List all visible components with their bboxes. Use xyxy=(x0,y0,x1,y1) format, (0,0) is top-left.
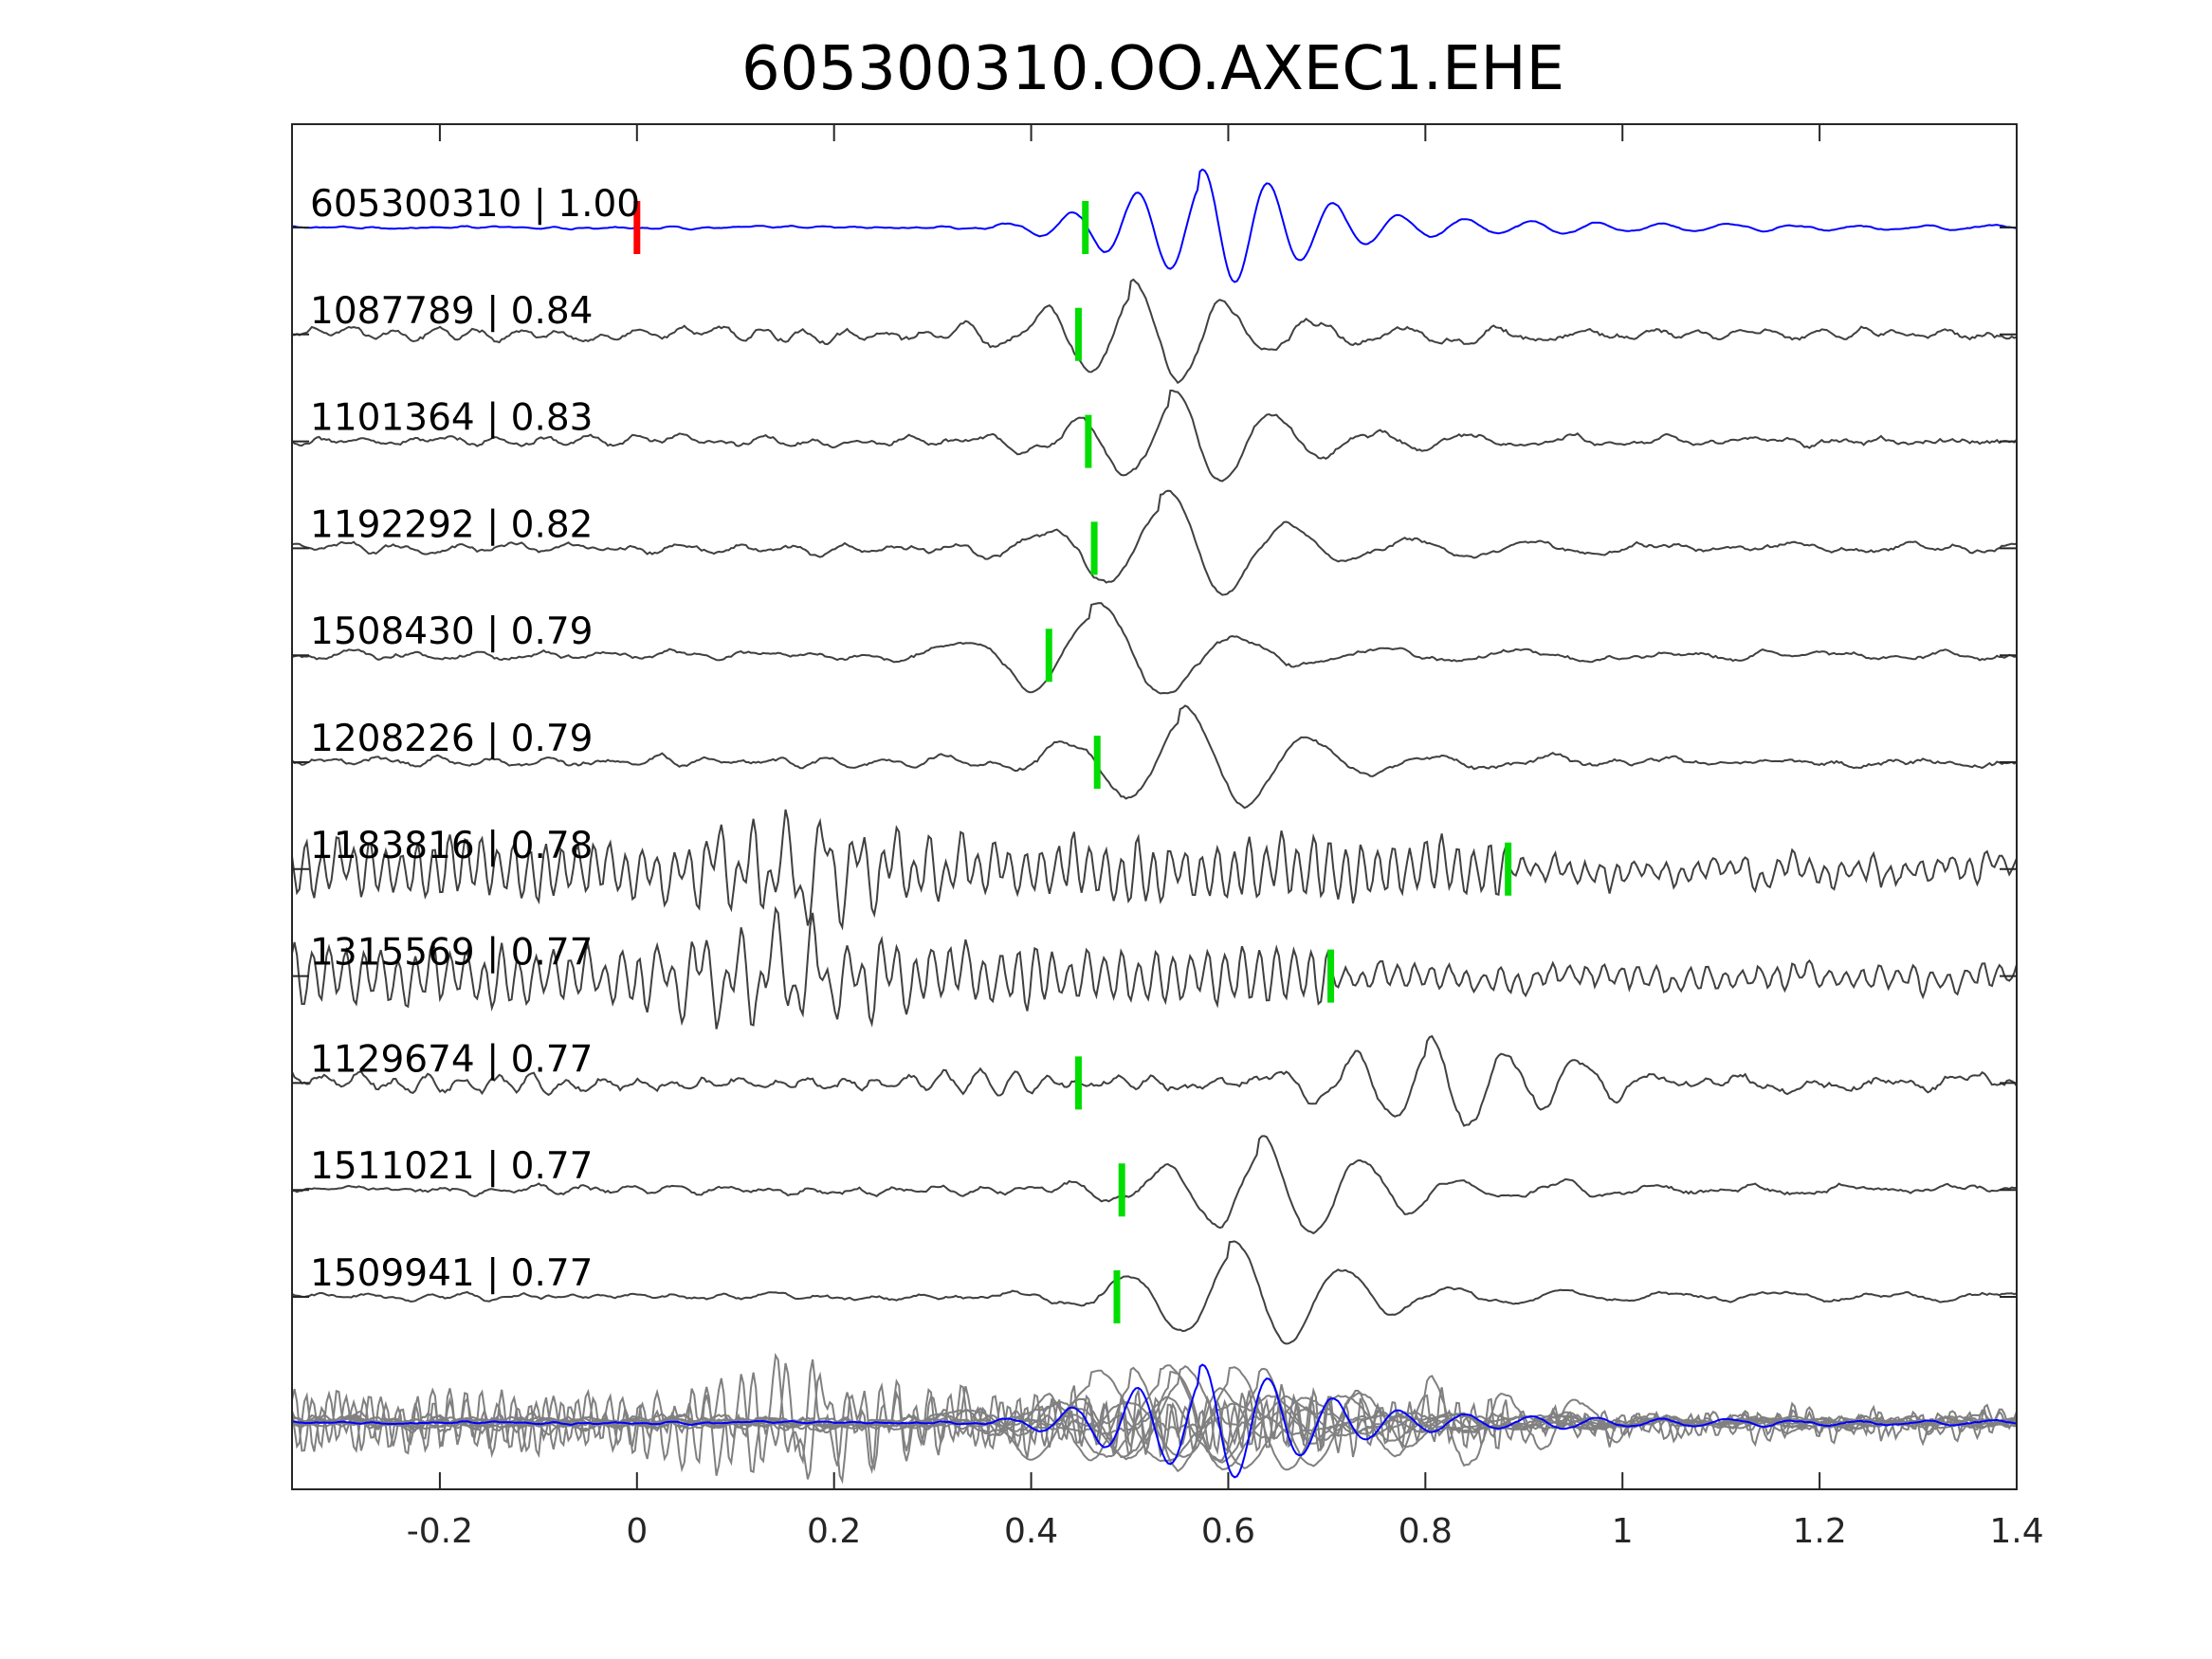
trace-label: 1511021 | 0.77 xyxy=(310,1145,593,1188)
trace-label: 1183816 | 0.78 xyxy=(310,825,593,867)
matched-trace xyxy=(291,809,2018,931)
matched-trace xyxy=(291,1135,2018,1235)
trace-labels: 605300310 | 1.00 1087789 | 0.84 1101364 | … xyxy=(310,183,640,1295)
chart-title: 605300310.OO.AXEC1.EHE xyxy=(741,34,1564,104)
matched-trace xyxy=(291,704,2018,810)
trace-label: 605300310 | 1.00 xyxy=(310,183,640,226)
x-tick-label: 1 xyxy=(1612,1512,1634,1551)
x-tick-label: 0.6 xyxy=(1201,1512,1255,1551)
stack-trace xyxy=(291,1367,2018,1468)
x-tick-label: 0.2 xyxy=(807,1512,861,1551)
matched-trace xyxy=(291,489,2018,596)
x-tick-label: 0 xyxy=(626,1512,648,1551)
trace-label: 1315569 | 0.77 xyxy=(310,932,593,975)
matched-trace xyxy=(291,1240,2018,1345)
stack-template-trace xyxy=(291,1363,2018,1479)
trace-label: 1087789 | 0.84 xyxy=(310,290,593,333)
trace-label: 1101364 | 0.83 xyxy=(310,397,593,440)
matched-trace xyxy=(291,905,2018,1030)
matched-trace xyxy=(291,389,2018,483)
pick-markers xyxy=(292,201,2017,1323)
matched-trace xyxy=(291,1034,2018,1127)
stack-trace xyxy=(291,1352,2018,1476)
template-trace xyxy=(291,168,2018,283)
trace-label: 1508430 | 0.79 xyxy=(310,611,593,653)
stack-overlay xyxy=(291,1352,2018,1485)
trace-label: 1509941 | 0.77 xyxy=(310,1252,593,1295)
x-tick-label: 0.8 xyxy=(1398,1512,1453,1551)
matched-trace xyxy=(291,602,2018,695)
x-axis: -0.2 0 0.2 0.4 0.6 0.8 1 1.2 1.4 xyxy=(407,124,2044,1551)
trace-label: 1208226 | 0.79 xyxy=(310,718,593,760)
x-tick-label: 0.4 xyxy=(1004,1512,1058,1551)
x-tick-label: -0.2 xyxy=(407,1512,473,1551)
trace-label: 1192292 | 0.82 xyxy=(310,503,593,546)
axes-frame xyxy=(291,123,2018,1490)
x-tick-label: 1.2 xyxy=(1792,1512,1846,1551)
matched-trace xyxy=(291,278,2018,385)
x-tick-label: 1.4 xyxy=(1989,1512,2043,1551)
traces-layer xyxy=(291,168,2018,1345)
trace-label: 1129674 | 0.77 xyxy=(310,1038,593,1081)
